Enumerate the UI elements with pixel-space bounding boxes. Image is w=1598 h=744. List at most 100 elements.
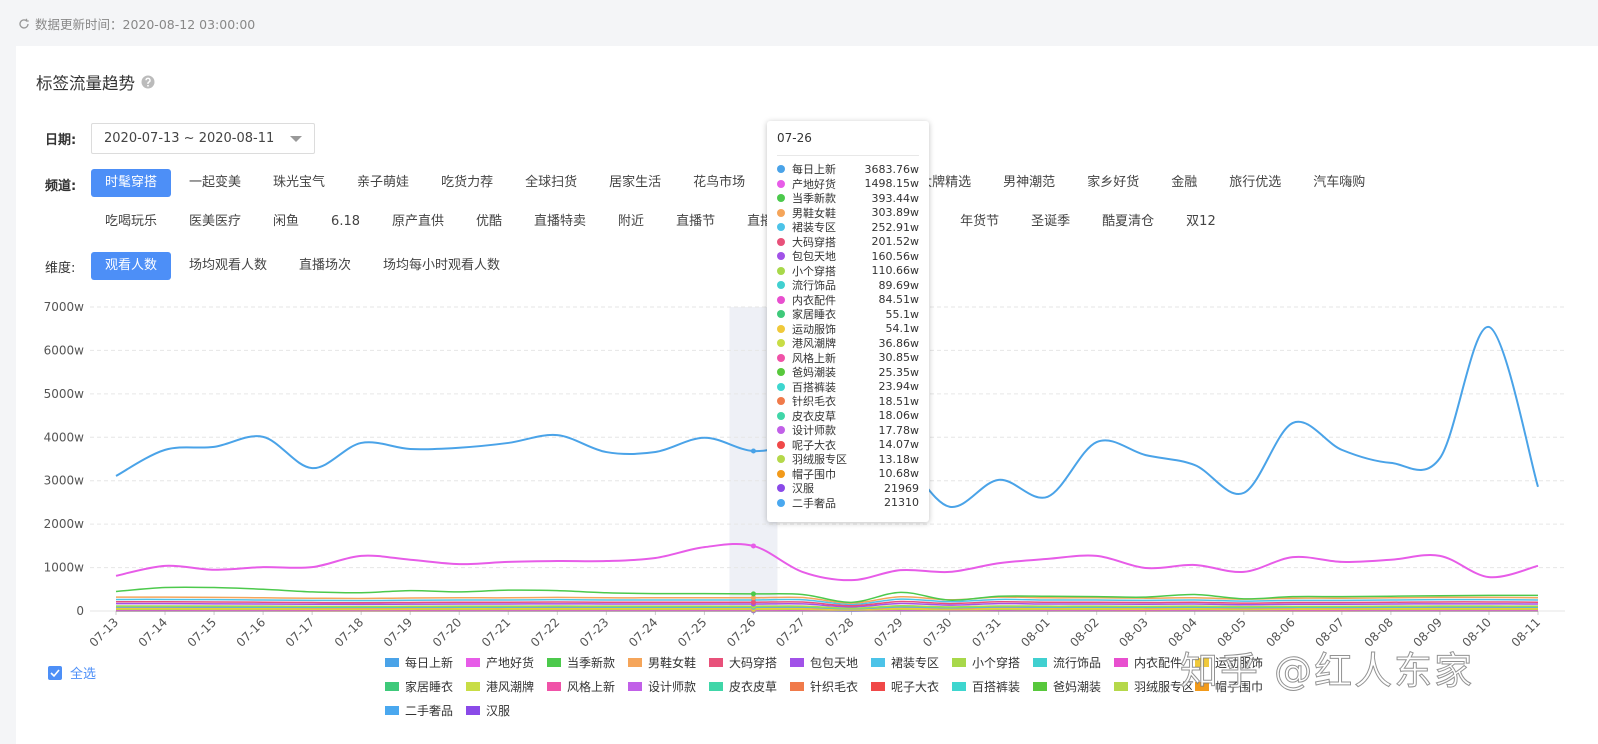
tooltip-dot xyxy=(777,368,785,377)
legend-swatch xyxy=(790,658,804,667)
x-tick-label: 07-26 xyxy=(724,615,759,650)
tooltip-value: 55.1w xyxy=(885,307,920,321)
legend-item[interactable]: 当季新款 xyxy=(547,654,628,671)
legend-item[interactable]: 流行饰品 xyxy=(1033,654,1114,671)
legend-item[interactable]: 汉服 xyxy=(466,702,547,719)
legend-item[interactable]: 男鞋女鞋 xyxy=(628,654,709,671)
y-tick-label: 7000w xyxy=(44,300,85,314)
legend-item[interactable]: 裙装专区 xyxy=(871,654,952,671)
channel-tag[interactable]: 一起变美 xyxy=(189,175,242,190)
legend-item[interactable]: 小个穿搭 xyxy=(952,654,1033,671)
channel-tag[interactable]: 汽车嗨购 xyxy=(1313,175,1366,190)
x-tick-label: 07-22 xyxy=(528,615,563,650)
tooltip-value: 13.18w xyxy=(878,452,920,466)
select-all[interactable]: 全选 xyxy=(48,663,96,682)
tooltip-item: 百搭裤装 23.94w xyxy=(777,380,919,395)
dimension-tag[interactable]: 场均观看人数 xyxy=(189,258,268,273)
tooltip-value: 21310 xyxy=(884,496,919,510)
tooltip-dot xyxy=(777,310,785,319)
channel-tag[interactable]: 附近 xyxy=(618,214,645,229)
tooltip-name: 产地好货 xyxy=(792,177,836,191)
help-icon[interactable] xyxy=(141,75,155,89)
channel-tag[interactable]: 旅行优选 xyxy=(1229,175,1282,190)
legend-item[interactable]: 运动服饰 xyxy=(1195,654,1276,671)
dimension-tag[interactable]: 观看人数 xyxy=(91,252,172,280)
series-line xyxy=(115,542,1539,582)
x-tick-label: 07-15 xyxy=(185,615,220,650)
tooltip-value: 201.52w xyxy=(871,235,920,249)
tooltip-dot xyxy=(777,194,785,203)
legend-swatch xyxy=(709,658,723,667)
legend-item[interactable]: 爸妈潮装 xyxy=(1033,678,1114,695)
legend-item[interactable]: 设计师款 xyxy=(628,678,709,695)
hover-point xyxy=(750,595,756,601)
x-tick-label: 07-17 xyxy=(283,615,318,650)
legend-item[interactable]: 大码穿搭 xyxy=(709,654,790,671)
legend-item[interactable]: 每日上新 xyxy=(385,654,466,671)
legend-item[interactable]: 羽绒服专区 xyxy=(1114,678,1195,695)
legend-swatch xyxy=(1114,658,1128,667)
channel-tag[interactable]: 珠光宝气 xyxy=(273,175,326,190)
channel-tag[interactable]: 原产直供 xyxy=(392,214,445,229)
date-label: 日期: xyxy=(45,133,77,148)
legend-item[interactable]: 呢子大衣 xyxy=(871,678,952,695)
legend-item[interactable]: 包包天地 xyxy=(790,654,871,671)
channel-tag[interactable]: 圣诞季 xyxy=(1031,214,1071,229)
tooltip-name: 每日上新 xyxy=(792,163,836,177)
x-tick-label: 07-30 xyxy=(920,615,955,650)
dimension-tag[interactable]: 场均每小时观看人数 xyxy=(383,258,501,273)
channel-tag[interactable]: 直播特卖 xyxy=(534,214,587,229)
channel-tag[interactable]: 亲子萌娃 xyxy=(357,175,410,190)
date-picker[interactable]: 2020-07-13 ~ 2020-08-11 xyxy=(91,123,315,154)
channel-tag[interactable]: 医美医疗 xyxy=(189,214,242,229)
channel-tag[interactable]: 全球扫货 xyxy=(525,175,578,190)
legend: 每日上新 产地好货 当季新款 男鞋女鞋 大码穿搭 包包天地 裙装专区 小个穿搭 流行饰品 内衣配件… xyxy=(385,654,1276,719)
tooltip-item: 针织毛衣 18.51w xyxy=(777,394,919,409)
tooltip-item: 流行饰品 89.69w xyxy=(777,278,919,293)
series-line xyxy=(115,605,1539,609)
channel-tag[interactable]: 花鸟市场 xyxy=(693,175,746,190)
tooltip-value: 21969 xyxy=(884,481,919,495)
legend-swatch xyxy=(1033,682,1047,691)
legend-label: 港风潮牌 xyxy=(486,680,535,694)
series-line xyxy=(115,598,1539,606)
channel-tag[interactable]: 时髦穿搭 xyxy=(91,169,172,197)
channel-tag[interactable]: 酷夏清仓 xyxy=(1102,214,1155,229)
legend-item[interactable]: 风格上新 xyxy=(547,678,628,695)
legend-item[interactable]: 百搭裤装 xyxy=(952,678,1033,695)
channel-tag[interactable]: 吃货力荐 xyxy=(441,175,494,190)
tooltip-value: 303.89w xyxy=(871,206,920,220)
dimension-tag[interactable]: 直播场次 xyxy=(299,258,352,273)
channel-tag[interactable]: 年货节 xyxy=(960,214,1000,229)
tooltip-value: 18.06w xyxy=(878,409,920,423)
tooltip-dot xyxy=(777,426,785,435)
channel-tag[interactable]: 吃喝玩乐 xyxy=(105,214,158,229)
tooltip-item: 港风潮牌 36.86w xyxy=(777,336,919,351)
channel-tag[interactable]: 闲鱼 xyxy=(273,214,300,229)
channel-tag[interactable]: 6.18 xyxy=(331,214,360,229)
channel-tag[interactable]: 双12 xyxy=(1186,214,1216,229)
legend-item[interactable]: 港风潮牌 xyxy=(466,678,547,695)
legend-item[interactable]: 帽子围巾 xyxy=(1195,678,1276,695)
series-line xyxy=(115,607,1539,611)
legend-swatch xyxy=(385,682,399,691)
legend-swatch xyxy=(709,682,723,691)
channel-tag[interactable]: 金融 xyxy=(1171,175,1198,190)
channel-tag[interactable]: 优酷 xyxy=(476,214,503,229)
legend-item[interactable]: 二手奢品 xyxy=(385,702,466,719)
tooltip-item: 大码穿搭 201.52w xyxy=(777,235,919,250)
legend-item[interactable]: 针织毛衣 xyxy=(790,678,871,695)
legend-item[interactable]: 产地好货 xyxy=(466,654,547,671)
legend-item[interactable]: 皮衣皮草 xyxy=(709,678,790,695)
channel-tag[interactable]: 大牌精选 xyxy=(919,175,972,190)
y-tick-label: 2000w xyxy=(44,517,85,531)
legend-item[interactable]: 家居睡衣 xyxy=(385,678,466,695)
channel-tag[interactable]: 直播节 xyxy=(676,214,716,229)
channel-tag[interactable]: 居家生活 xyxy=(609,175,662,190)
channel-tag[interactable]: 家乡好货 xyxy=(1087,175,1140,190)
legend-label: 当季新款 xyxy=(567,656,616,670)
legend-item[interactable]: 内衣配件 xyxy=(1114,654,1195,671)
legend-label: 内衣配件 xyxy=(1134,656,1183,670)
channel-tag[interactable]: 男神潮范 xyxy=(1003,175,1056,190)
